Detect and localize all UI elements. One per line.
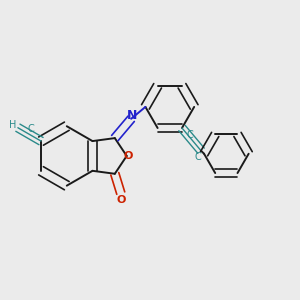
Text: C: C bbox=[28, 124, 34, 134]
Text: C: C bbox=[186, 130, 193, 140]
Text: N: N bbox=[127, 109, 137, 122]
Text: C: C bbox=[195, 152, 202, 162]
Text: O: O bbox=[117, 195, 126, 205]
Text: O: O bbox=[123, 151, 133, 161]
Text: H: H bbox=[9, 120, 16, 130]
